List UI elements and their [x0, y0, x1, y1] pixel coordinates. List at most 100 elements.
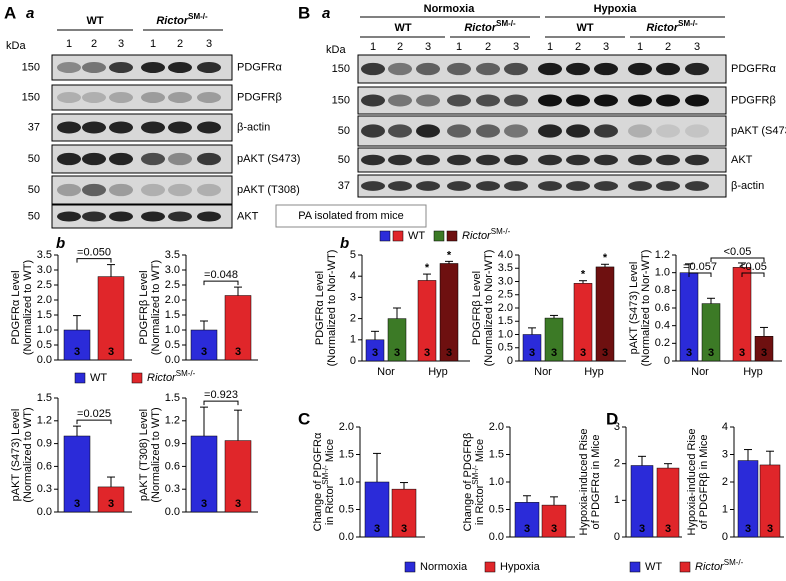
- y-tick-label: 1: [350, 334, 356, 346]
- y-tick-label: 0.4: [655, 320, 670, 332]
- y-axis-label-part: (Normalized to WT): [22, 260, 34, 355]
- blot-band: [82, 211, 106, 222]
- blot-band: [504, 181, 528, 191]
- y-axis-label: pAKT (S473) Level: [10, 409, 22, 502]
- marker-label: 50: [28, 210, 40, 222]
- blot-band: [416, 62, 440, 76]
- legend-label-part: WT: [90, 372, 107, 384]
- y-tick-label: 1.5: [339, 448, 354, 460]
- blot-band: [594, 154, 618, 166]
- blot-band: [168, 183, 192, 197]
- y-tick-label: 0.5: [498, 342, 513, 354]
- legend-swatch: [446, 230, 458, 242]
- bar: [391, 488, 417, 538]
- protein-label: pAKT (S473): [731, 125, 786, 137]
- lane-label: 2: [91, 38, 97, 50]
- y-tick-label: 0.8: [655, 284, 670, 296]
- panel-label: a: [26, 5, 34, 22]
- y-tick-label: 4.0: [498, 249, 513, 261]
- y-axis-label-part: Mice: [474, 439, 486, 465]
- y-axis-label-part: Change of PDGFRβ: [462, 433, 474, 532]
- condition-label: Normoxia: [424, 3, 476, 15]
- blot-band: [57, 62, 81, 73]
- y-tick-label: 0: [507, 355, 513, 367]
- legend-label-part: SM-/-: [491, 227, 511, 236]
- x-tick-label: Nor: [377, 366, 395, 378]
- y-tick-label: 3.5: [165, 249, 180, 261]
- blot-band: [566, 62, 590, 76]
- n-label: 3: [74, 498, 80, 510]
- panel-label: a: [322, 5, 330, 22]
- legend-swatch: [379, 230, 391, 242]
- p-value: =0.923: [204, 389, 238, 401]
- y-tick-label: 0.2: [655, 337, 670, 349]
- condition-label: Hypoxia: [594, 3, 638, 15]
- legend-label: WT: [645, 561, 662, 573]
- protein-label: PDGFRα: [237, 61, 283, 73]
- y-tick-label: 0: [664, 355, 670, 367]
- lane-label: 3: [425, 41, 431, 53]
- panel-label: C: [298, 409, 310, 428]
- y-tick-label: 2.5: [37, 279, 52, 291]
- y-tick-label: 1.0: [655, 267, 670, 279]
- y-tick-label: 1.0: [339, 476, 354, 488]
- blot-band: [685, 62, 709, 76]
- significance-star: *: [447, 249, 452, 261]
- y-tick-label: 0.0: [165, 354, 180, 366]
- y-axis-label: (Normalized to WT): [150, 407, 162, 502]
- bar: [364, 481, 390, 538]
- y-tick-label: 1.0: [489, 476, 504, 488]
- lane-label: 1: [150, 38, 156, 50]
- bracket: [741, 272, 765, 277]
- y-tick-label: 0.9: [165, 438, 180, 450]
- y-tick-label: 4: [722, 421, 728, 433]
- y-tick-label: 1: [722, 503, 728, 515]
- y-tick-label: 3.5: [498, 262, 513, 274]
- group-label-part: SM-/-: [496, 19, 516, 28]
- y-axis-label-part: pAKT (T308) Level: [138, 409, 150, 501]
- lane-label: 2: [575, 41, 581, 53]
- blot-band: [594, 124, 618, 138]
- blot-band: [566, 124, 590, 138]
- y-tick-label: 1.0: [37, 324, 52, 336]
- n-label: 3: [639, 523, 645, 535]
- blot-band: [594, 181, 618, 191]
- blot-band: [416, 181, 440, 191]
- y-axis-label-part: Change of PDGFRα: [312, 432, 324, 531]
- p-value: =0.048: [204, 269, 238, 281]
- y-tick-label: 5: [350, 249, 356, 261]
- bar: [224, 295, 252, 361]
- p-value: <0.05: [739, 261, 767, 273]
- y-axis-label-part: SM-/-: [321, 465, 330, 485]
- blot-band: [361, 154, 385, 166]
- blot-band: [538, 154, 562, 166]
- blot-band: [57, 92, 81, 103]
- blot-band: [628, 181, 652, 191]
- blot-band: [57, 183, 81, 197]
- blot-band: [82, 152, 106, 166]
- n-label: 3: [401, 523, 407, 535]
- n-label: 3: [708, 347, 714, 359]
- n-label: 3: [739, 347, 745, 359]
- blot-band: [141, 92, 165, 103]
- blot-band: [566, 94, 590, 107]
- y-axis-label-part: Hypoxia-induced Rise: [686, 429, 698, 536]
- blot-band: [628, 62, 652, 76]
- n-label: 3: [665, 523, 671, 535]
- group-label-part: Rictor: [646, 22, 679, 34]
- blot-band: [656, 94, 680, 107]
- y-axis-label: PDGFRα Level: [10, 270, 22, 344]
- n-label: 3: [524, 523, 530, 535]
- blot-band: [361, 124, 385, 138]
- protein-label: pAKT (S473): [237, 153, 300, 165]
- blot-band: [197, 121, 221, 134]
- blot-band: [447, 124, 471, 138]
- y-tick-label: 0: [614, 531, 620, 543]
- blot-band: [476, 181, 500, 191]
- blot-band: [447, 62, 471, 76]
- blot-band: [109, 152, 133, 166]
- lane-label: 3: [513, 41, 519, 53]
- bracket: [76, 258, 112, 263]
- n-label: 3: [745, 523, 751, 535]
- y-axis-label-part: pAKT (S473) Level: [10, 409, 22, 502]
